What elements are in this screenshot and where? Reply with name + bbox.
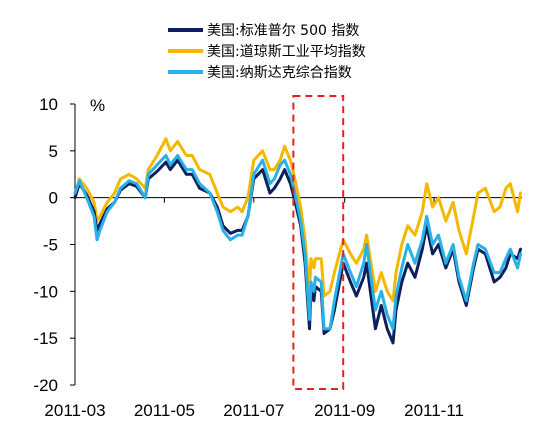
legend-label-0: 美国:标准普尔 500 指数	[207, 23, 359, 39]
series-line-2	[73, 154, 522, 331]
legend-label-2: 美国:纳斯达克综合指数	[207, 65, 352, 81]
y-tick-label: 10	[39, 95, 58, 114]
y-tick-label: -15	[33, 329, 58, 348]
x-tick-label: 2011-11	[404, 401, 464, 420]
y-tick-label: -5	[43, 236, 58, 255]
y-tick-label: -10	[33, 282, 58, 301]
series-layer	[73, 137, 522, 345]
x-tick-label: 2011-09	[314, 401, 375, 420]
x-tick-label: 2011-05	[134, 401, 195, 420]
y-tick-label: 5	[49, 142, 58, 161]
series-line-0	[73, 158, 522, 345]
axes: 10 5 0 -5 -10 -15 -20 2011-03 2011-05 2011-07 2011…	[33, 95, 522, 420]
legend-label-1: 美国:道琼斯工业平均指数	[207, 44, 366, 60]
y-tick-label: 0	[49, 189, 58, 208]
x-tick-label: 2011-07	[223, 401, 284, 420]
y-tick-label: -20	[33, 376, 58, 395]
y-axis-unit-label: %	[90, 96, 105, 115]
x-tick-label: 2011-03	[44, 401, 105, 420]
highlight-box	[292, 95, 345, 390]
